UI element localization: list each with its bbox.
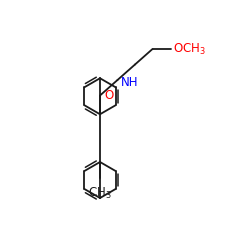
Text: NH: NH (120, 76, 138, 88)
Text: O: O (104, 89, 114, 102)
Text: CH$_3$: CH$_3$ (88, 186, 112, 201)
Text: OCH$_3$: OCH$_3$ (172, 42, 206, 56)
